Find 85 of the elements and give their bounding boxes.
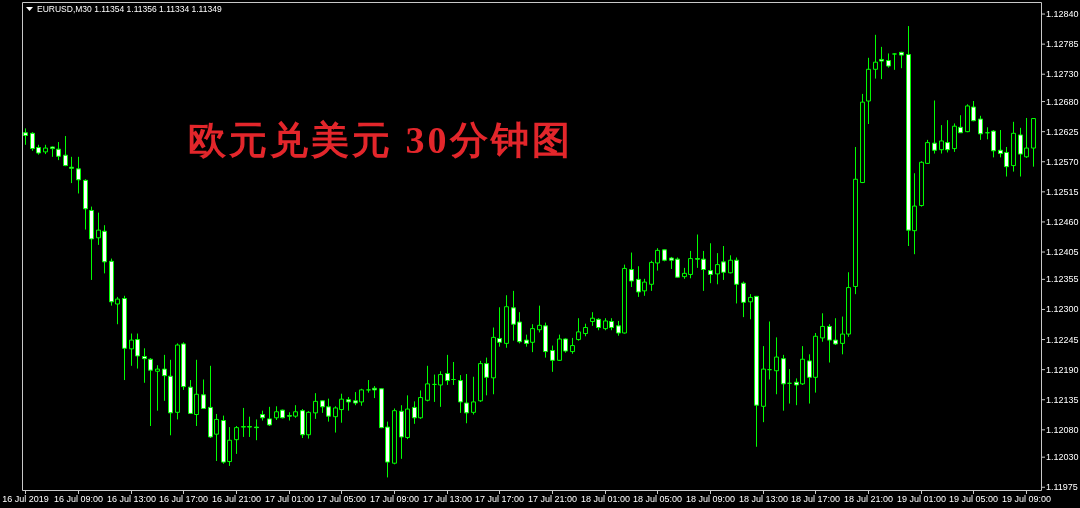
candlestick — [122, 295, 127, 381]
candlestick — [471, 376, 476, 415]
candlestick — [774, 336, 779, 395]
candlestick — [570, 337, 575, 355]
y-tick-label: 1.12785 — [1046, 39, 1079, 50]
candlestick — [155, 364, 160, 412]
candlestick — [1011, 121, 1016, 173]
x-tick-label: 17 Jul 13:00 — [422, 494, 473, 504]
annotation: EURUSD,M30 1.11354 1.11356 1.11334 1.11349 — [37, 4, 222, 14]
y-tick-label: 1.12135 — [1046, 394, 1079, 405]
x-tick-label: 17 Jul 05:00 — [316, 494, 367, 504]
candlestick — [892, 52, 897, 71]
candlestick — [234, 425, 239, 455]
x-tick-label: 19 Jul 05:00 — [948, 494, 999, 504]
x-tick-label: 16 Jul 2019 — [2, 494, 49, 504]
candlestick — [254, 418, 259, 441]
x-tick-label: 17 Jul 01:00 — [264, 494, 315, 504]
x-tick-label: 16 Jul 09:00 — [53, 494, 104, 504]
candlestick — [201, 378, 206, 410]
candlestick — [76, 156, 81, 194]
candlestick — [89, 206, 94, 281]
candlestick — [56, 141, 61, 161]
y-tick-label: 1.12405 — [1046, 247, 1079, 258]
candlestick — [142, 347, 147, 384]
x-tick-label: 19 Jul 01:00 — [896, 494, 947, 504]
x-tick-label: 16 Jul 13:00 — [106, 494, 157, 504]
x-tick-label: 18 Jul 17:00 — [790, 494, 841, 504]
candlestick — [267, 406, 272, 427]
y-tick-label: 1.12570 — [1046, 156, 1079, 167]
candlestick — [69, 156, 74, 184]
candlestick — [392, 407, 397, 465]
candlestick — [583, 323, 588, 337]
candlestick — [853, 146, 858, 295]
candlestick — [708, 242, 713, 284]
candlestick — [425, 365, 430, 402]
x-tick-label: 16 Jul 21:00 — [211, 494, 262, 504]
text: 欧元兑美元 30分钟图 — [188, 119, 573, 161]
candlestick — [820, 312, 825, 343]
x-tick-label: 18 Jul 01:00 — [580, 494, 631, 504]
x-tick-label: 17 Jul 17:00 — [474, 494, 525, 504]
y-tick-label: 1.12080 — [1046, 424, 1079, 435]
y-tick-label: 1.12625 — [1046, 126, 1079, 137]
candlestick — [1031, 118, 1036, 168]
y-tick-label: 1.12515 — [1046, 186, 1079, 197]
candlestick — [168, 359, 173, 436]
candlestick — [741, 281, 746, 318]
candlestick — [550, 345, 555, 373]
candlestick — [662, 248, 667, 262]
y-tick-label: 1.12730 — [1046, 69, 1079, 80]
candlestick — [978, 115, 983, 141]
x-tick-label: 17 Jul 09:00 — [369, 494, 420, 504]
candlestick — [313, 392, 318, 420]
y-tick-label: 1.12460 — [1046, 216, 1079, 227]
x-tick-label: 18 Jul 13:00 — [738, 494, 789, 504]
candlestick — [504, 294, 509, 349]
candlestick — [83, 178, 88, 231]
candlestick — [346, 396, 351, 412]
x-tick-label: 18 Jul 09:00 — [685, 494, 736, 504]
candlestick — [162, 354, 167, 402]
y-tick-label: 1.12355 — [1046, 274, 1079, 285]
y-tick-label: 1.12680 — [1046, 96, 1079, 107]
y-tick-label: 1.12245 — [1046, 334, 1079, 345]
candlestick — [148, 357, 153, 427]
y-tick-label: 1.11975 — [1046, 482, 1078, 493]
candlestick — [899, 51, 904, 69]
candlestick — [63, 135, 68, 167]
candlestick — [629, 252, 634, 288]
candlestick — [43, 144, 48, 155]
candlestick — [260, 410, 265, 422]
x-tick-label: 17 Jul 21:00 — [527, 494, 578, 504]
y-tick-label: 1.12840 — [1046, 9, 1079, 20]
x-tick-label: 18 Jul 21:00 — [843, 494, 894, 504]
candlestick — [879, 46, 884, 80]
candlestick — [932, 99, 937, 155]
candlestick — [886, 52, 891, 69]
candlestick — [576, 317, 581, 342]
x-tick-label: 16 Jul 17:00 — [158, 494, 209, 504]
candlestick — [50, 145, 55, 158]
candlestick — [23, 127, 28, 146]
x-tick-label: 18 Jul 05:00 — [632, 494, 683, 504]
x-tick-label: 19 Jul 09:00 — [1001, 494, 1052, 504]
y-tick-label: 1.12300 — [1046, 304, 1079, 315]
y-tick-label: 1.12190 — [1046, 364, 1079, 375]
candlestick — [873, 34, 878, 80]
y-tick-label: 1.12030 — [1046, 452, 1079, 463]
